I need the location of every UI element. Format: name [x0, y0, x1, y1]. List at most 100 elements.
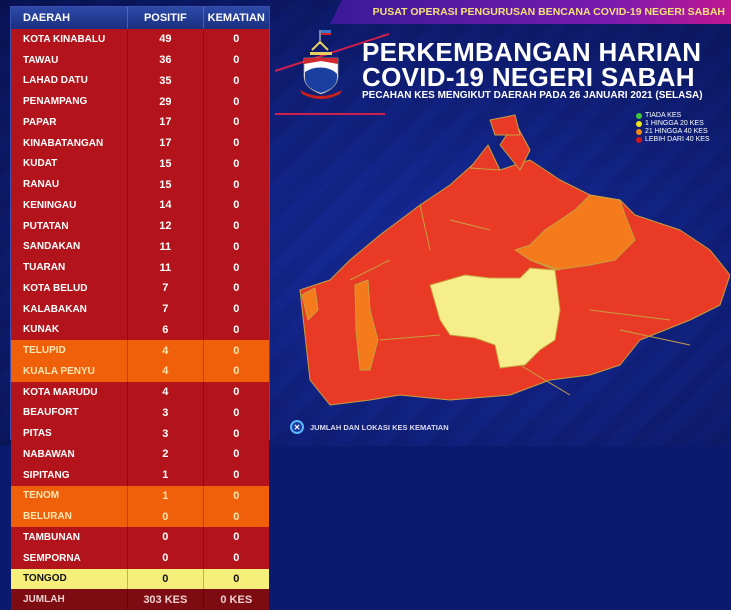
- decor-line: [275, 113, 385, 115]
- table-row: TAWAU 36 0: [11, 49, 269, 71]
- district-name: BELURAN: [23, 511, 72, 523]
- death-count: 0: [202, 506, 269, 527]
- table-row: BELURAN 0 0: [11, 506, 269, 527]
- total-kematian: 0 KES: [202, 589, 269, 610]
- table-row: TONGOD 0 0: [11, 568, 269, 590]
- death-count: 0: [202, 29, 269, 50]
- header-kematian: KEMATIAN: [202, 7, 269, 29]
- positive-count: 6: [127, 319, 202, 341]
- table-row: BEAUFORT 3 0: [11, 402, 269, 424]
- table-row: SANDAKAN 11 0: [11, 236, 269, 258]
- district-name: SIPITANG: [23, 469, 70, 481]
- table-row: SIPITANG 1 0: [11, 464, 269, 486]
- header-daerah: DAERAH: [23, 12, 71, 24]
- death-count: 0: [202, 132, 269, 154]
- legend-swatch-icon: [636, 129, 642, 135]
- district-name: PENAMPANG: [23, 96, 88, 108]
- table-row: PITAS 3 0: [11, 423, 269, 444]
- legend-swatch-icon: [636, 137, 642, 143]
- legend-label: 21 HINGGA 40 KES: [645, 128, 708, 135]
- sabah-crest-icon: [300, 30, 342, 99]
- district-name: KENINGAU: [23, 199, 77, 211]
- district-name: KUDAT: [23, 158, 58, 170]
- district-name: KOTA MARUDU: [23, 386, 98, 398]
- positive-count: 2: [127, 444, 202, 465]
- positive-count: 49: [127, 29, 202, 50]
- table-row: PENAMPANG 29 0: [11, 91, 269, 112]
- table-body: KOTA KINABALU 49 0 TAWAU 36 0 LAHAD DATU 35 0 PEN…: [11, 29, 269, 590]
- positive-count: 1: [127, 485, 202, 507]
- positive-count: 3: [127, 402, 202, 424]
- legend-item: LEBIH DARI 40 KES: [636, 136, 710, 144]
- death-count: 0: [202, 91, 269, 112]
- district-name: LAHAD DATU: [23, 75, 88, 87]
- table-row: RANAU 15 0: [11, 174, 269, 195]
- map-legend: TIADA KES 1 HINGGA 20 KES 21 HINGGA 40 KES…: [636, 112, 710, 144]
- positive-count: 0: [127, 568, 202, 590]
- district-name: BEAUFORT: [23, 407, 79, 419]
- district-name: TAMBUNAN: [23, 531, 81, 543]
- table-row: KUALA PENYU 4 0: [11, 361, 269, 382]
- district-name: KOTA BELUD: [23, 282, 88, 294]
- death-count: 0: [202, 381, 269, 403]
- district-name: KINABATANGAN: [23, 137, 104, 149]
- top-banner: PUSAT OPERASI PENGURUSAN BENCANA COVID-1…: [330, 0, 731, 24]
- district-name: KOTA KINABALU: [23, 33, 106, 45]
- positive-count: 15: [127, 153, 202, 175]
- death-count: 0: [202, 278, 269, 299]
- table-row: PAPAR 17 0: [11, 112, 269, 133]
- death-count: 0: [202, 568, 269, 590]
- positive-count: 17: [127, 132, 202, 154]
- district-name: SEMPORNA: [23, 552, 81, 564]
- district-name: KUNAK: [23, 324, 60, 336]
- table-row: KALABAKAN 7 0: [11, 298, 269, 320]
- death-cases-label: JUMLAH DAN LOKASI KES KEMATIAN: [310, 422, 449, 432]
- positive-count: 35: [127, 70, 202, 92]
- district-name: TAWAU: [23, 54, 59, 66]
- positive-count: 7: [127, 298, 202, 320]
- positive-count: 4: [127, 340, 202, 361]
- death-count: 0: [202, 49, 269, 71]
- positive-count: 15: [127, 174, 202, 195]
- table-row: TELUPID 4 0: [11, 340, 269, 361]
- positive-count: 17: [127, 112, 202, 133]
- positive-count: 11: [127, 257, 202, 278]
- district-name: RANAU: [23, 179, 60, 191]
- positive-count: 3: [127, 423, 202, 444]
- death-count: 0: [202, 70, 269, 92]
- legend-item: TIADA KES: [636, 112, 710, 120]
- district-table: DAERAH POSITIF KEMATIAN KOTA KINABALU 49 0…: [10, 6, 270, 610]
- legend-label: LEBIH DARI 40 KES: [645, 136, 710, 143]
- district-name: PITAS: [23, 428, 52, 440]
- death-count: 0: [202, 257, 269, 278]
- district-name: TUARAN: [23, 262, 66, 274]
- death-count: 0: [202, 485, 269, 507]
- death-count: 0: [202, 423, 269, 444]
- positive-count: 0: [127, 506, 202, 527]
- district-name: SANDAKAN: [23, 241, 81, 253]
- positive-count: 12: [127, 215, 202, 237]
- death-count: 0: [202, 527, 269, 548]
- legend-swatch-icon: [636, 113, 642, 119]
- legend-item: 1 HINGGA 20 KES: [636, 120, 710, 128]
- positive-count: 14: [127, 195, 202, 216]
- legend-item: 21 HINGGA 40 KES: [636, 128, 710, 136]
- death-count: 0: [202, 174, 269, 195]
- total-positif: 303 KES: [127, 589, 202, 610]
- positive-count: 1: [127, 464, 202, 486]
- x-circle-icon[interactable]: ✕: [290, 420, 304, 434]
- death-count: 0: [202, 547, 269, 569]
- table-row: KUDAT 15 0: [11, 153, 269, 175]
- positive-count: 7: [127, 278, 202, 299]
- positive-count: 0: [127, 547, 202, 569]
- death-count: 0: [202, 319, 269, 341]
- table-header: DAERAH POSITIF KEMATIAN: [11, 7, 269, 29]
- table-row: TUARAN 11 0: [11, 257, 269, 278]
- positive-count: 4: [127, 361, 202, 382]
- table-row: NABAWAN 2 0: [11, 444, 269, 465]
- table-row: TAMBUNAN 0 0: [11, 527, 269, 548]
- district-name: PAPAR: [23, 116, 57, 128]
- death-count: 0: [202, 402, 269, 424]
- death-count: 0: [202, 236, 269, 258]
- death-cases-indicator: ✕ JUMLAH DAN LOKASI KES KEMATIAN: [290, 420, 449, 434]
